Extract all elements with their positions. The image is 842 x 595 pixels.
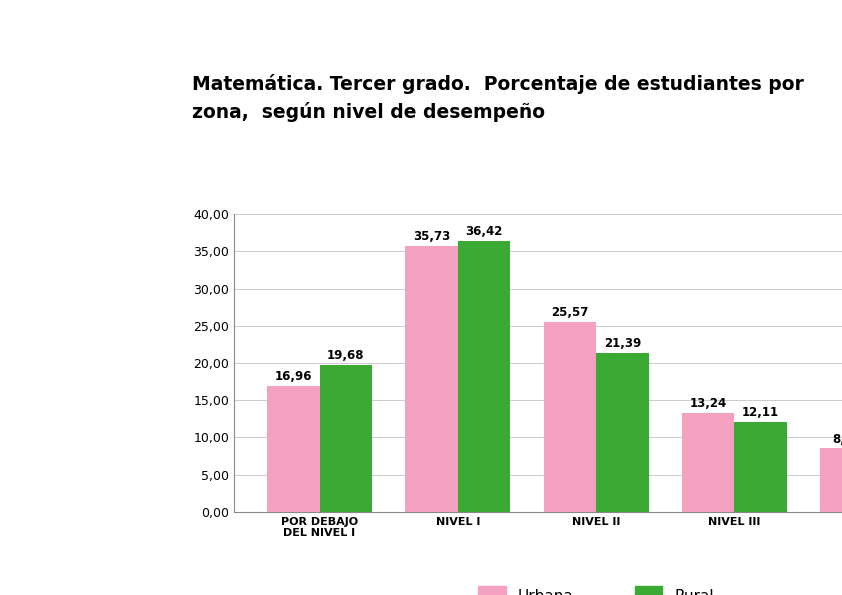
Text: 13,24: 13,24 — [690, 397, 727, 411]
Text: 8,50: 8,50 — [832, 433, 842, 446]
Legend: Urbana, Rural: Urbana, Rural — [471, 579, 722, 595]
Text: 25,57: 25,57 — [552, 306, 589, 318]
Bar — [820, 449, 842, 512]
Text: Matemática. Tercer grado.  Porcentaje de estudiantes por
zona,  según nivel de d: Matemática. Tercer grado. Porcentaje de … — [192, 74, 804, 123]
Bar — [458, 241, 510, 512]
Bar — [267, 386, 320, 512]
Bar — [682, 413, 734, 512]
Bar — [544, 321, 596, 512]
Text: 16,96: 16,96 — [274, 369, 312, 383]
Text: 36,42: 36,42 — [466, 225, 503, 238]
Text: 21,39: 21,39 — [604, 337, 641, 350]
Text: 35,73: 35,73 — [413, 230, 450, 243]
Text: 19,68: 19,68 — [327, 349, 365, 362]
Bar — [734, 422, 787, 512]
Bar — [405, 246, 458, 512]
Bar — [596, 353, 648, 512]
Text: 12,11: 12,11 — [742, 406, 780, 419]
Bar — [320, 365, 372, 512]
